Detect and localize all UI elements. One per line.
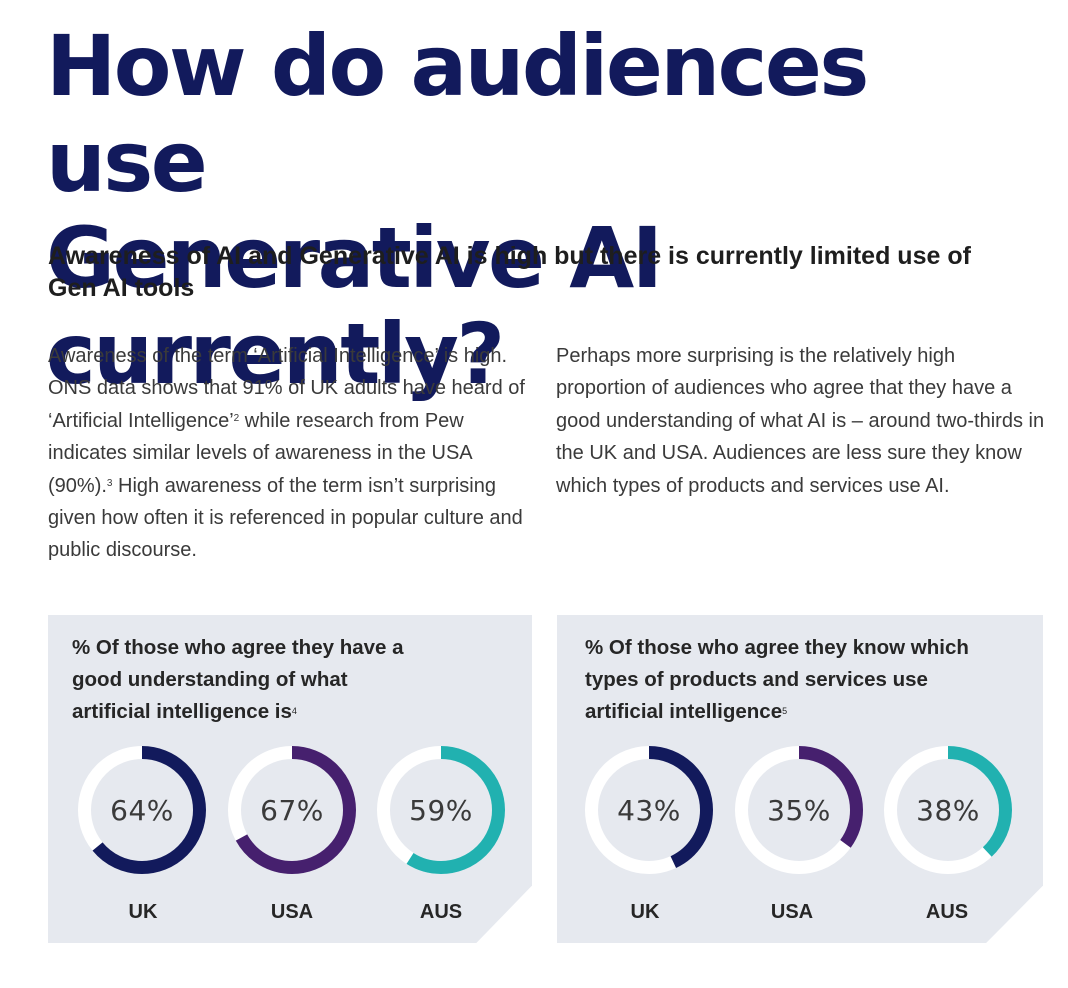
donut-chart-usa: 35% xyxy=(735,746,863,874)
donut-ring xyxy=(884,746,1012,874)
donut-value-label: 64% xyxy=(110,793,174,827)
donut-value-label: 38% xyxy=(916,793,980,827)
donut-value-label: 67% xyxy=(260,793,324,827)
body-text-left-part-2: while research from Pew indicates simila… xyxy=(48,409,472,497)
stat-panel-products: % Of those who agree they know which typ… xyxy=(557,615,1043,943)
donut-value-label: 35% xyxy=(767,793,831,827)
panel-title-text: % Of those who agree they know which typ… xyxy=(585,636,969,723)
donut-chart-aus: 38% xyxy=(884,746,1012,874)
country-label-usa: USA xyxy=(270,901,314,923)
donut-value-arc xyxy=(884,746,1012,874)
country-label-uk: UK xyxy=(128,901,158,923)
footnote-ref-5: 5 xyxy=(782,706,788,716)
donut-chart-uk: 43% xyxy=(585,746,713,874)
donut-chart-aus: 59% xyxy=(377,746,505,874)
donut-value-arc xyxy=(735,746,863,874)
donut-value-label: 43% xyxy=(617,793,681,827)
stat-panel-understanding: % Of those who agree they have a good un… xyxy=(48,615,532,943)
page-title-line-2: Generative AI currently? xyxy=(46,209,663,403)
footnote-ref-2: 2 xyxy=(233,412,240,424)
country-label-usa: USA xyxy=(770,901,814,923)
donut-value-arc xyxy=(78,746,206,874)
page-title-line-1: How do audiences use xyxy=(46,17,869,211)
footnote-ref-3: 3 xyxy=(106,477,113,489)
donut-ring xyxy=(377,746,505,874)
body-text-left-part-1: Awareness of the term ‘Artificial Intell… xyxy=(48,345,525,432)
donut-ring xyxy=(228,746,356,874)
body-text-right: Perhaps more surprising is the relativel… xyxy=(556,345,1045,497)
footnote-ref-4: 4 xyxy=(291,706,297,716)
donut-value-arc xyxy=(228,746,356,874)
section-subtitle: Awareness of AI and Generative AI is hig… xyxy=(48,242,971,302)
donut-ring xyxy=(78,746,206,874)
body-text-left: Awareness of the term ‘Artificial Intell… xyxy=(48,340,534,567)
donut-chart-uk: 64% xyxy=(78,746,206,874)
donut-ring xyxy=(735,746,863,874)
country-label-aus: AUS xyxy=(419,901,463,923)
donut-value-arc xyxy=(377,746,505,874)
donut-value-label: 59% xyxy=(409,793,473,827)
donut-ring xyxy=(585,746,713,874)
body-text-left-part-3: High awareness of the term isn’t surpris… xyxy=(48,474,523,562)
donut-chart-usa: 67% xyxy=(228,746,356,874)
country-label-aus: AUS xyxy=(925,901,969,923)
panel-title: % Of those who agree they have a good un… xyxy=(72,632,412,728)
page-title: How do audiences use Generative AI curre… xyxy=(46,18,1046,402)
panel-title: % Of those who agree they know which typ… xyxy=(585,632,995,728)
donut-value-arc xyxy=(585,746,713,874)
panel-title-text: % Of those who agree they have a good un… xyxy=(72,636,404,723)
country-label-uk: UK xyxy=(630,901,660,923)
